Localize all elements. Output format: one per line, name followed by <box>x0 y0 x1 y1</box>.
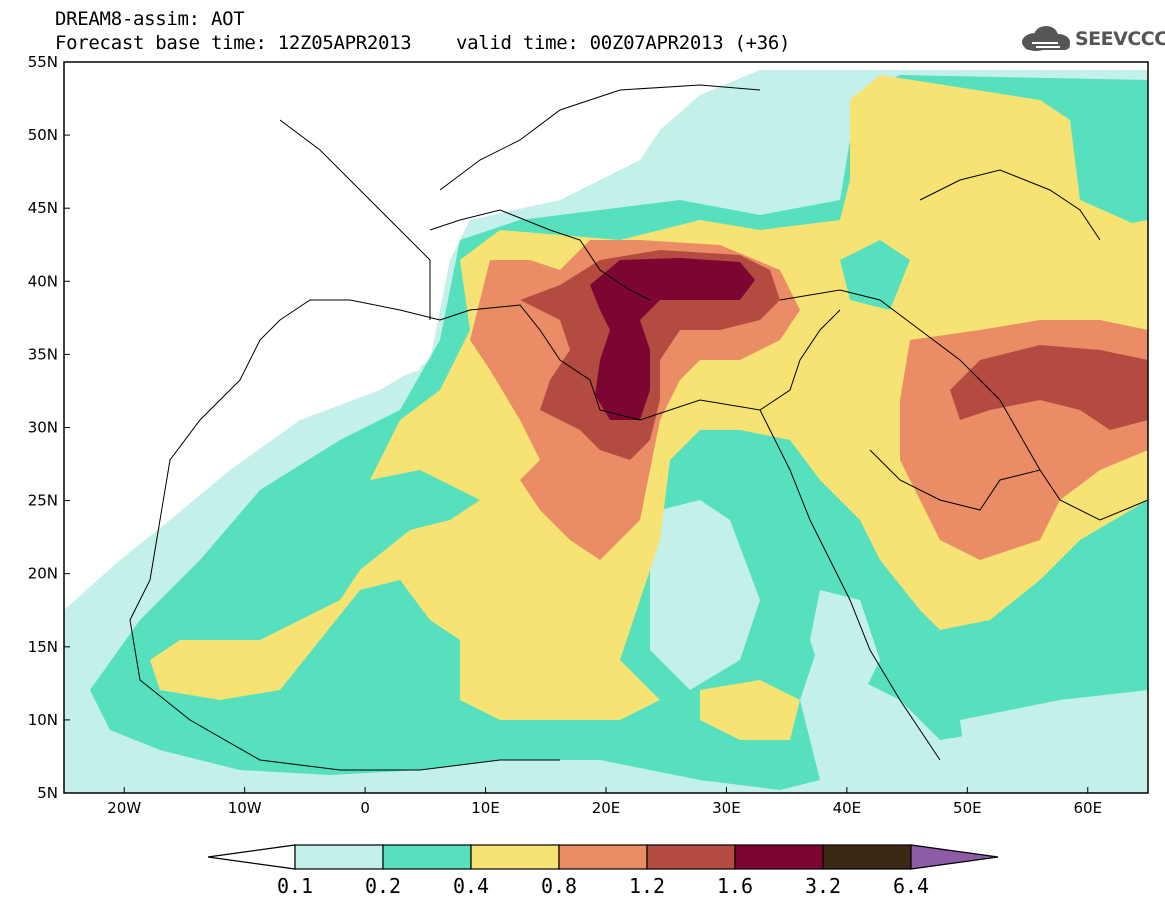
aot-contours <box>64 62 1148 793</box>
lon-tick-label: 0 <box>360 799 370 817</box>
coastlines <box>129 84 1148 771</box>
title-times: Forecast base time: 12Z05APR2013 valid t… <box>55 32 791 54</box>
colorbar-c2 <box>382 844 472 870</box>
lat-tick-label: 20N <box>28 565 58 583</box>
colorbar-c7 <box>822 844 912 870</box>
colorbar-label: 0.8 <box>541 874 577 898</box>
lat-tick-label: 30N <box>28 419 58 437</box>
colorbar-below <box>207 844 296 870</box>
colorbar-label: 3.2 <box>805 874 841 898</box>
lon-tick-label: 30E <box>712 799 741 817</box>
lon-tick-label: 10E <box>471 799 500 817</box>
lat-axis: 55N 50N 45N 40N 35N 30N 25N 20N 15N 10N 5N <box>28 53 70 802</box>
colorbar-c5 <box>646 844 736 870</box>
contour-1-6 <box>590 258 755 420</box>
colorbar-label: 1.2 <box>629 874 665 898</box>
colorbar-label: 6.4 <box>893 874 929 898</box>
lat-tick-label: 25N <box>28 492 58 510</box>
colorbar-label: 0.1 <box>277 874 313 898</box>
lon-tick-label: 60E <box>1073 799 1102 817</box>
lon-tick-label: 10W <box>228 799 262 817</box>
lon-tick-label: 50E <box>953 799 982 817</box>
colorbar-c1 <box>294 844 384 870</box>
lat-tick-label: 40N <box>28 272 58 290</box>
colorbar-c4 <box>558 844 648 870</box>
lat-tick-label: 50N <box>28 126 58 144</box>
cloud-icon <box>1022 26 1070 51</box>
lon-axis: 20W 10W 0 10E 20E 30E 40E 50E 60E <box>107 787 1102 817</box>
lat-tick-label: 5N <box>37 784 58 802</box>
lat-tick-label: 10N <box>28 711 58 729</box>
colorbar-c6 <box>734 844 824 870</box>
title-product: DREAM8-assim: AOT <box>55 8 245 30</box>
lon-tick-label: 20E <box>592 799 621 817</box>
colorbar-label: 0.2 <box>365 874 401 898</box>
lat-tick-label: 55N <box>28 53 58 71</box>
colorbar-c3 <box>470 844 560 870</box>
colorbar-above <box>910 844 999 870</box>
lat-tick-label: 45N <box>28 199 58 217</box>
colorbar-label: 1.6 <box>717 874 753 898</box>
lat-tick-label: 35N <box>28 345 58 363</box>
lat-tick-label: 15N <box>28 638 58 656</box>
logo-text: SEEVCCC <box>1075 28 1165 50</box>
lon-tick-label: 40E <box>833 799 862 817</box>
colorbar-label: 0.4 <box>453 874 489 898</box>
lon-tick-label: 20W <box>107 799 141 817</box>
colorbar-labels: 0.1 0.2 0.4 0.8 1.2 1.6 3.2 6.4 <box>277 874 929 898</box>
